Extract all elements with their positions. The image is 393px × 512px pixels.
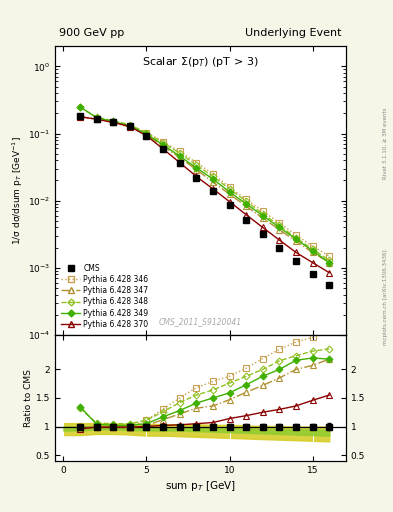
Y-axis label: 1/σ dσ/dsum p$_T$ [GeV$^{-1}$]: 1/σ dσ/dsum p$_T$ [GeV$^{-1}$] <box>11 136 25 245</box>
Text: Underlying Event: Underlying Event <box>245 28 342 38</box>
Legend: CMS, Pythia 6.428 346, Pythia 6.428 347, Pythia 6.428 348, Pythia 6.428 349, Pyt: CMS, Pythia 6.428 346, Pythia 6.428 347,… <box>59 261 151 331</box>
X-axis label: sum p$_T$ [GeV]: sum p$_T$ [GeV] <box>165 479 236 493</box>
Text: Scalar Σ(p$_T$) (pT > 3): Scalar Σ(p$_T$) (pT > 3) <box>142 55 259 69</box>
Text: mcplots.cern.ch [arXiv:1306.3436]: mcplots.cern.ch [arXiv:1306.3436] <box>383 249 388 345</box>
Text: Rivet 3.1.10, ≥ 3M events: Rivet 3.1.10, ≥ 3M events <box>383 108 388 179</box>
Y-axis label: Ratio to CMS: Ratio to CMS <box>24 369 33 427</box>
Text: CMS_2011_S9120041: CMS_2011_S9120041 <box>159 317 242 327</box>
Text: 900 GeV pp: 900 GeV pp <box>59 28 124 38</box>
